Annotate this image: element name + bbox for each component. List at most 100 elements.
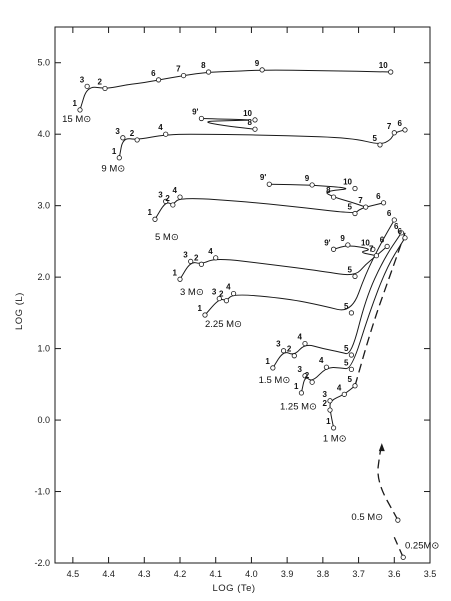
- track-point: [116, 155, 122, 161]
- x-tick-label: 4.4: [102, 569, 115, 579]
- track-point: [323, 364, 330, 370]
- track-line: [333, 245, 377, 257]
- point-label: 2: [323, 399, 328, 408]
- x-tick-label: 3.7: [352, 569, 365, 579]
- track-point: [345, 242, 351, 248]
- point-label: 5: [344, 344, 349, 353]
- track-point: [291, 353, 297, 359]
- point-label: 10: [343, 178, 352, 187]
- mass-label: 0.5 M⊙: [351, 512, 383, 523]
- point-label: 3: [183, 250, 188, 259]
- track-point: [163, 131, 169, 137]
- point-label: 9': [324, 238, 330, 247]
- track-point: [163, 198, 169, 204]
- point-label: 6: [398, 119, 403, 128]
- track-line-dashed: [377, 444, 399, 521]
- y-tick-label: 4.0: [37, 129, 50, 139]
- point-label: 6: [387, 209, 392, 218]
- point-label: 9: [255, 59, 260, 68]
- point-label: 1: [73, 99, 78, 108]
- point-label: 4: [158, 123, 163, 132]
- track-point: [84, 83, 90, 89]
- point-label: 2: [194, 253, 199, 262]
- point-label: 2: [130, 129, 135, 138]
- track-line: [79, 69, 391, 111]
- track-point: [309, 379, 315, 385]
- point-label: 9: [340, 234, 345, 243]
- point-label: 1: [173, 268, 178, 277]
- point-label: 5: [344, 302, 349, 311]
- point-label: 2: [219, 290, 224, 299]
- x-tick-label: 3.6: [388, 569, 401, 579]
- track-point: [280, 348, 287, 354]
- y-tick-label: 2.0: [37, 272, 50, 282]
- axis-ticks: 4.5 4.4 4.3 4.2 4.1 4.0 3.9 3.8 3.7 3.6 3.5 5.0 4.0 3…: [34, 27, 436, 579]
- track-point: [348, 310, 355, 316]
- point-label: 4: [319, 356, 324, 365]
- track-point: [188, 258, 194, 265]
- point-label: 7: [369, 245, 374, 254]
- point-label: 3: [158, 190, 163, 199]
- track-line: [272, 232, 402, 369]
- point-label: 6: [394, 222, 399, 231]
- point-label: 10: [243, 109, 252, 118]
- point-label: 8: [201, 61, 206, 70]
- point-label: 7: [358, 196, 363, 205]
- track-point: [170, 202, 176, 208]
- track-point: [373, 253, 380, 259]
- track-points: [77, 67, 408, 560]
- y-tick-label: -2.0: [34, 558, 50, 568]
- y-tick-label: 1.0: [37, 344, 50, 354]
- point-label: 4: [298, 333, 303, 342]
- point-label: 1: [265, 357, 270, 366]
- track-point: [400, 554, 406, 560]
- x-tick-label: 4.1: [209, 569, 222, 579]
- y-tick-label: 5.0: [37, 58, 50, 68]
- track-point: [352, 210, 358, 217]
- point-label: 9': [260, 173, 266, 182]
- x-tick-label: 4.0: [245, 569, 258, 579]
- mass-label: 0.25M⊙: [405, 541, 439, 552]
- track-point: [155, 77, 162, 83]
- track-point: [341, 391, 347, 397]
- track-point: [395, 517, 401, 523]
- track-point: [380, 200, 387, 206]
- point-label: 5: [344, 358, 349, 367]
- point-label: 9': [192, 107, 198, 116]
- plot-frame: [54, 26, 431, 564]
- mass-label: 2.25 M⊙: [205, 319, 242, 330]
- point-label: 4: [173, 186, 178, 195]
- track-line: [201, 118, 256, 130]
- track-point: [152, 216, 158, 222]
- track-point: [252, 117, 258, 123]
- point-label: 3: [212, 288, 217, 297]
- point-label: 7: [176, 65, 181, 74]
- track-point: [198, 115, 205, 122]
- point-label: 2: [98, 77, 103, 86]
- point-label: 6: [376, 192, 381, 201]
- point-label: 1: [112, 147, 117, 156]
- track-point: [348, 352, 355, 358]
- y-tick-label: 3.0: [37, 201, 50, 211]
- point-label: 5: [348, 203, 353, 212]
- point-label: 3: [115, 127, 120, 136]
- plot-border: [54, 26, 431, 564]
- point-label: 6: [151, 69, 156, 78]
- point-label: 7: [387, 122, 392, 131]
- track-point: [77, 107, 83, 113]
- point-label: 9: [305, 174, 310, 183]
- track-point: [391, 130, 397, 136]
- track-point: [252, 126, 258, 132]
- track-point: [302, 340, 308, 347]
- track-point: [377, 142, 383, 148]
- track-point: [216, 295, 222, 302]
- track-line: [300, 237, 406, 394]
- point-label: 5: [373, 134, 378, 143]
- track-point: [102, 85, 108, 92]
- mass-label: 15 M⊙: [62, 114, 91, 125]
- point-label: 3: [298, 365, 303, 374]
- point-label: 1: [198, 304, 203, 313]
- evolution-tracks: [79, 69, 406, 558]
- track-point: [384, 243, 390, 250]
- track-point: [266, 181, 272, 187]
